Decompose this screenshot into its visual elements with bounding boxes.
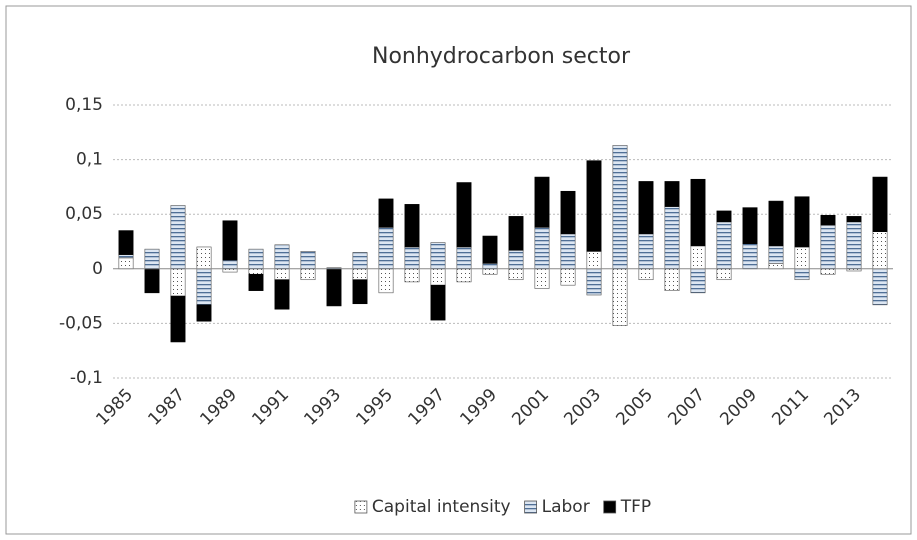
bar-segment (222, 259, 238, 270)
y-tick-label: 0,1 (76, 150, 103, 170)
bar-segment (560, 233, 576, 270)
bar-segment (482, 263, 498, 270)
bar-segment (274, 268, 290, 281)
bar-segment (638, 233, 654, 270)
bar-segment (638, 268, 654, 281)
bar-segment (170, 268, 186, 297)
bar-segment (664, 206, 680, 270)
bar-segment (534, 227, 550, 270)
bar-segment (196, 304, 212, 322)
bar-segment (430, 284, 446, 321)
bar-segment (716, 210, 732, 223)
bar-segment (742, 243, 758, 270)
bar-segment (586, 160, 602, 252)
y-tick-label: -0,1 (70, 368, 103, 388)
bar-segment (144, 268, 160, 294)
bar-segment (196, 268, 212, 306)
bar-segment (170, 205, 186, 270)
bar-segment (846, 221, 862, 270)
bar-segment (846, 216, 862, 223)
legend-swatch (524, 500, 538, 514)
bar-segment (872, 231, 888, 270)
bar-segment (534, 268, 550, 289)
bar-segment (638, 181, 654, 235)
bar-segment (248, 273, 264, 291)
bar-segment (586, 268, 602, 296)
bar-segment (820, 214, 836, 226)
bar-segment (378, 198, 394, 228)
bar-segment (794, 196, 810, 248)
bar-segment (690, 245, 706, 270)
legend-swatch (354, 500, 368, 514)
bar-segment (326, 268, 342, 307)
bar-segment (560, 190, 576, 235)
legend-swatch (603, 500, 617, 514)
bar-segment (716, 268, 732, 281)
bar-segment (872, 268, 888, 306)
bar-segment (586, 251, 602, 270)
bar-segment (742, 207, 758, 244)
bar-segment (352, 268, 368, 281)
bar-segment (404, 246, 420, 270)
bar-segment (664, 268, 680, 291)
bar-segment (144, 248, 160, 270)
bar-segment (768, 263, 784, 270)
bar-segment (508, 216, 524, 251)
bar-segment (430, 242, 446, 270)
bar-segment (716, 221, 732, 270)
bar-segment (118, 230, 134, 255)
bar-segment (612, 268, 628, 326)
bar-segment (352, 279, 368, 305)
bar-segment (430, 268, 446, 286)
bar-segment (456, 182, 472, 248)
y-tick-label: 0 (92, 259, 103, 279)
bar-segment (508, 268, 524, 281)
bar-segment (118, 254, 134, 259)
bar-segment (768, 245, 784, 264)
bar-segment (820, 224, 836, 270)
bar-segment (196, 246, 212, 270)
bar-segment (404, 204, 420, 248)
bar-segment (300, 268, 316, 281)
bar-segment (456, 246, 472, 270)
bar-segment (508, 249, 524, 270)
chart-title: Nonhydrocarbon sector (372, 44, 631, 69)
bar-segment (352, 252, 368, 270)
legend: Capital intensity Labor TFP (354, 497, 651, 517)
bar-segment (274, 279, 290, 310)
bar-segment (560, 268, 576, 286)
bar-segment (482, 268, 498, 275)
bar-segment (820, 268, 836, 275)
legend-label: Labor (542, 497, 590, 517)
bar-segment (404, 268, 420, 283)
bar-segment (768, 200, 784, 247)
bar-segment (664, 181, 680, 207)
bar-segment (690, 268, 706, 294)
legend-label: TFP (620, 497, 651, 517)
bar-segment (248, 268, 264, 275)
legend-label: Capital intensity (372, 497, 511, 517)
y-tick-label: -0,05 (59, 313, 103, 333)
bar-segment (482, 235, 498, 264)
bar-segment (274, 244, 290, 270)
bar-segment (222, 220, 238, 261)
bar-segment (794, 246, 810, 270)
y-tick-label: 0,05 (65, 204, 103, 224)
bar-segment (170, 295, 186, 343)
bar-segment (456, 268, 472, 283)
bar-segment (378, 268, 394, 294)
bar-segment (794, 268, 810, 281)
bar-segment (872, 176, 888, 232)
bar-segment (300, 251, 316, 270)
y-tick-label: 0,15 (65, 95, 103, 115)
bar-segment (118, 257, 134, 270)
bar-segment (612, 145, 628, 270)
bar-segment (690, 178, 706, 247)
bar-segment (534, 176, 550, 228)
bar-segment (248, 248, 264, 270)
bar-segment (378, 227, 394, 270)
